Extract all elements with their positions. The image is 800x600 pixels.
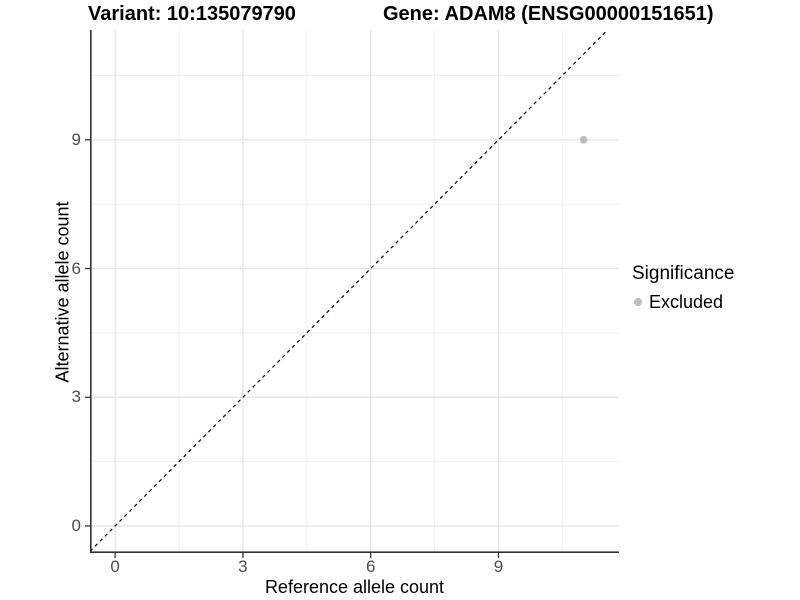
data-point — [579, 136, 588, 144]
x-tick-label: 3 — [238, 557, 248, 576]
y-tick-label: 6 — [71, 258, 81, 278]
plot-area-svg — [85, 29, 619, 558]
x-tick-label: 0 — [110, 557, 120, 576]
legend: Significance Excluded — [632, 263, 734, 313]
x-tick-label: 9 — [493, 557, 504, 576]
y-tick-label: 3 — [71, 387, 81, 407]
plot-panel — [85, 29, 619, 558]
plot-title-variant: Variant: 10:135079790 — [88, 3, 296, 25]
legend-title: Significance — [632, 263, 735, 284]
x-tick-label: 6 — [365, 557, 376, 576]
legend-entry-label: Excluded — [649, 292, 724, 312]
y-tick-label: 0 — [71, 515, 81, 535]
y-tick-label: 9 — [71, 129, 81, 149]
x-axis-title: Reference allele count — [264, 577, 445, 597]
y-axis-title: Alternative allele count — [52, 201, 73, 383]
identity-reference-line — [89, 29, 608, 552]
legend-point-icon — [634, 298, 642, 306]
plot-title-gene: Gene: ADAM8 (ENSG00000151651) — [383, 3, 714, 25]
legend-entry-excluded: Excluded — [632, 291, 734, 313]
